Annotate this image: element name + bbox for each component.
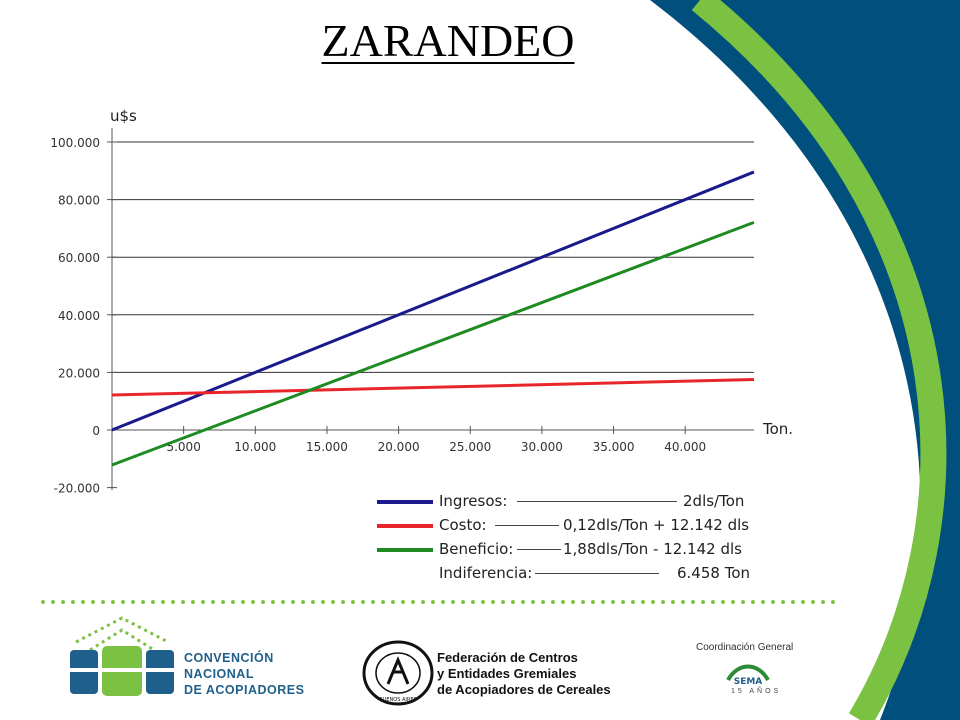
x-tick-label: 40.000 xyxy=(664,440,706,454)
x-axis-label: Ton. xyxy=(762,420,793,438)
sema-logo-text: SEMA xyxy=(734,677,763,687)
y-axis-label: u$s xyxy=(110,107,137,125)
legend-rule xyxy=(535,573,659,574)
federacion-line-2: y Entidades Gremiales xyxy=(437,666,577,681)
legend-item-ingresos: Ingresos: 2dls/Ton xyxy=(375,490,765,514)
legend-rule xyxy=(495,525,559,526)
cna-logo-text: CONVENCIÓN NACIONAL DE ACOPIADORES xyxy=(184,650,304,698)
federacion-line-1: Federación de Centros xyxy=(437,650,578,665)
legend-label-beneficio: Beneficio: xyxy=(439,540,514,558)
dotted-divider xyxy=(38,598,838,606)
corner-green-arc xyxy=(691,0,947,720)
sema-logo-icon: SEMA xyxy=(726,664,770,687)
y-tick-label: 0 xyxy=(92,424,100,438)
slide-title: ZARANDEO xyxy=(321,15,575,66)
cna-line-1: CONVENCIÓN xyxy=(184,651,274,665)
x-tick-label: 20.000 xyxy=(378,440,420,454)
x-tick-label: 25.000 xyxy=(449,440,491,454)
y-tick-label: 100.000 xyxy=(50,136,100,150)
x-tick-label: 15.000 xyxy=(306,440,348,454)
grid-lines xyxy=(112,141,754,373)
legend-swatch-beneficio xyxy=(377,548,433,552)
x-tick-label: 10.000 xyxy=(234,440,276,454)
corner-blue-band xyxy=(650,0,960,720)
chart-legend: Ingresos: 2dls/Ton Costo: 0,12dls/Ton + … xyxy=(375,490,765,586)
y-tick-label: 80.000 xyxy=(58,194,100,208)
series-lines xyxy=(111,170,755,467)
x-tick-label: 5.000 xyxy=(166,440,200,454)
legend-swatch-costo xyxy=(377,524,433,528)
legend-item-costo: Costo: 0,12dls/Ton + 12.142 dls xyxy=(375,514,765,538)
legend-label-ingresos: Ingresos: xyxy=(439,492,508,510)
series-line-costo xyxy=(111,378,755,397)
x-tick-label: 35.000 xyxy=(593,440,635,454)
legend-rule xyxy=(517,549,561,550)
sema-years: 15 AÑOS xyxy=(731,688,782,695)
axes xyxy=(107,128,754,490)
legend-label-indiferencia: Indiferencia: xyxy=(439,564,533,582)
legend-label-costo: Costo: xyxy=(439,516,487,534)
legend-item-beneficio: Beneficio: 1,88dls/Ton - 12.142 dls xyxy=(375,538,765,562)
legend-formula-ingresos: 2dls/Ton xyxy=(683,492,745,510)
y-tick-label: 20.000 xyxy=(58,366,100,380)
coordinacion-label: Coordinación General xyxy=(696,642,794,653)
cna-line-2: NACIONAL xyxy=(184,667,254,681)
series-line-ingresos xyxy=(111,170,755,432)
seal-text: BUENOS AIRES xyxy=(379,697,416,703)
y-tick-label: 40.000 xyxy=(58,309,100,323)
x-tick-label: 30.000 xyxy=(521,440,563,454)
legend-item-indiferencia: Indiferencia: 6.458 Ton xyxy=(375,562,765,586)
tick-labels: -20.000 0 20.000 40.000 60.000 80.000 100.000 5… xyxy=(50,136,706,496)
cna-logo-icon xyxy=(70,616,174,696)
federacion-seal-icon: BUENOS AIRES xyxy=(362,640,434,706)
legend-formula-costo: 0,12dls/Ton + 12.142 dls xyxy=(563,516,750,534)
legend-formula-indiferencia: 6.458 Ton xyxy=(677,564,751,582)
legend-rule xyxy=(517,501,677,502)
y-tick-label: -20.000 xyxy=(54,482,100,496)
cna-line-3: DE ACOPIADORES xyxy=(184,683,305,697)
legend-formula-beneficio: 1,88dls/Ton - 12.142 dls xyxy=(563,540,742,558)
series-line-beneficio xyxy=(111,221,755,467)
federacion-logo-text: Federación de Centros y Entidades Gremia… xyxy=(437,650,611,698)
federacion-line-3: de Acopiadores de Cereales xyxy=(437,682,611,697)
legend-swatch-ingresos xyxy=(377,500,433,504)
y-tick-label: 60.000 xyxy=(58,251,100,265)
